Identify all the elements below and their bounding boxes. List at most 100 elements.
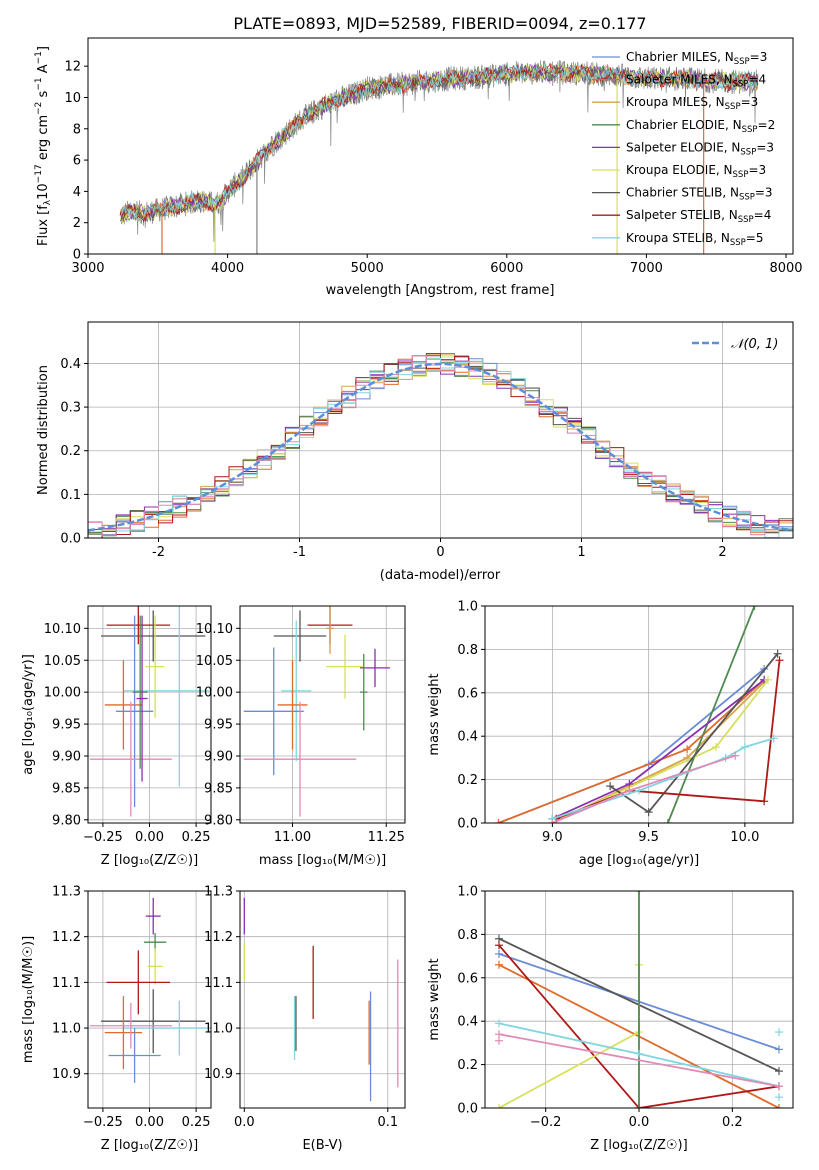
model-spectrum-kroupa_stelib <box>119 63 759 222</box>
age_vs_Z-panel: −0.25 0.00 0.25 9.80 9.85 9.90 9.95 10.00 10.05 1… <box>21 605 212 868</box>
y-tick-label: 0.2 <box>60 444 81 459</box>
model-spectrum-chabrier_stelib <box>120 64 759 222</box>
spectrum-lines <box>119 60 759 254</box>
age_vs_mass-marks <box>243 606 390 817</box>
x-tick-label: 10.0 <box>730 830 759 845</box>
y-tick-label: 0.2 <box>457 1058 478 1073</box>
legend-subscript: SSP <box>740 147 756 157</box>
y-tick-label: 0.4 <box>457 730 478 745</box>
legend-subscript: SSP <box>742 125 758 135</box>
residuals-legend: 𝒩(0, 1) <box>692 337 778 352</box>
legend-count: =3 <box>748 163 766 177</box>
y-tick-label: 0.3 <box>60 401 81 416</box>
age_vs_mass-frame <box>239 605 406 824</box>
legend-count: =3 <box>741 95 759 109</box>
y-tick-label: 12 <box>64 60 81 75</box>
x-tick-label: −0.25 <box>83 830 123 845</box>
histogram-pink <box>88 355 793 536</box>
weight-line-pink <box>498 1033 780 1088</box>
y-tick-label: 0.2 <box>457 773 478 788</box>
age_vs_mass-ticks: 11.00 11.25 9.80 9.85 9.90 9.95 10.00 10.05 10.1… <box>196 622 405 845</box>
x-tick-label: 11.00 <box>274 830 311 845</box>
y-tick-label: 9.90 <box>52 749 81 764</box>
legend-subscript: SSP <box>733 170 749 180</box>
y-tick-label: 0.6 <box>457 686 478 701</box>
x-tick-label: 4000 <box>211 261 244 276</box>
x-tick-label: 3000 <box>71 261 104 276</box>
y-tick-label: 10 <box>64 91 81 106</box>
y-tick-label: 10.05 <box>44 654 81 669</box>
legend-label-salpeter_stelib: Salpeter STELIB, NSSP=4 <box>626 208 771 225</box>
legend-subscript: SSP <box>734 57 750 67</box>
mass_vs_ebv-marks <box>243 897 399 1102</box>
x-tick-label: 0.00 <box>135 830 164 845</box>
y-tick-label: 4 <box>73 185 81 200</box>
mass_vs_ebv-panel: 0.0 0.1 10.9 11.0 11.1 11.2 11.3 E(B-V) <box>204 885 406 1153</box>
weight_vs_age-ylabel: mass weight <box>427 673 442 755</box>
normal-curve <box>87 362 794 532</box>
weight_vs_age-ticks: 9.0 9.5 10.0 0.0 0.2 0.4 0.6 0.8 1.0 <box>457 600 759 846</box>
weight_vs_age-panel: 9.0 9.5 10.0 0.0 0.2 0.4 0.6 0.8 1.0 age [log₁₀(a… <box>427 600 794 868</box>
x-tick-label: 0.2 <box>722 1115 743 1130</box>
mass_vs_ebv-ticks: 0.0 0.1 10.9 11.0 11.1 11.2 11.3 <box>204 885 398 1131</box>
y-tick-label: 11.2 <box>52 930 81 945</box>
y-tick-label: 9.95 <box>52 718 81 733</box>
x-tick-label: -1 <box>293 545 306 560</box>
weight_vs_Z-ylabel: mass weight <box>427 958 442 1040</box>
x-tick-label: 6000 <box>490 261 523 276</box>
y-tick-label: 11.3 <box>204 885 233 900</box>
legend-subscript: SSP <box>733 80 749 90</box>
y-tick-label: 0.4 <box>60 357 81 372</box>
x-tick-label: 9.5 <box>638 830 659 845</box>
small-panels: −0.25 0.00 0.259.809.859.909.9510.0010.051… <box>21 600 794 1153</box>
weight_vs_Z-panel: −0.2 0.0 0.2 0.0 0.2 0.4 0.6 0.8 1.0 Z [log₁₀(Z/Z… <box>427 885 794 1153</box>
legend-subscript: SSP <box>738 215 754 225</box>
residuals-histograms <box>87 353 794 539</box>
mass_vs_ebv-xlabel: E(B-V) <box>302 1138 342 1153</box>
y-tick-label: 10.00 <box>44 686 81 701</box>
legend-label-kroupa_elodie: Kroupa ELODIE, NSSP=3 <box>626 163 766 180</box>
age_vs_mass-panel: 11.00 11.25 9.80 9.85 9.90 9.95 10.00 10.05 10.1… <box>196 605 406 868</box>
normal-legend-label: 𝒩(0, 1) <box>731 337 778 352</box>
x-tick-label: 1 <box>577 545 585 560</box>
age_vs_mass-plot-area <box>240 606 405 823</box>
mass_vs_Z-ylabel: mass [log₁₀(M/M☉)] <box>21 936 36 1063</box>
age_vs_Z-gridlines <box>88 606 211 823</box>
x-tick-label: -2 <box>152 545 165 560</box>
y-tick-label: 0.8 <box>457 928 478 943</box>
x-tick-label: 8000 <box>769 261 802 276</box>
x-tick-label: −0.25 <box>83 1115 123 1130</box>
x-tick-label: 11.25 <box>368 830 405 845</box>
x-tick-label: −0.2 <box>530 1115 562 1130</box>
residuals-xlabel: (data-model)/error <box>380 568 501 583</box>
y-tick-label: 8 <box>73 122 81 137</box>
legend-label-chabrier_elodie: Chabrier ELODIE, NSSP=2 <box>626 118 775 135</box>
weight_vs_age-xlabel: age [log₁₀(age/yr)] <box>579 853 700 868</box>
mass_vs_Z-marks <box>89 897 211 1083</box>
x-tick-label: 2 <box>718 545 726 560</box>
age_vs_Z-ylabel: age [log₁₀(age/yr)] <box>21 654 36 775</box>
residuals-panel: -2 -1 0 1 2 0.0 0.1 0.2 0.3 0.4 (data-model)/erro… <box>36 321 794 583</box>
residuals-ticks: -2 -1 0 1 2 0.0 0.1 0.2 0.3 0.4 <box>60 357 726 560</box>
y-tick-label: 10.00 <box>196 686 233 701</box>
legend-count: =5 <box>746 231 764 245</box>
legend-label-chabrier_miles: Chabrier MILES, NSSP=3 <box>626 50 767 67</box>
y-tick-label: 0 <box>73 248 81 263</box>
x-tick-label: 0.1 <box>377 1115 398 1130</box>
y-tick-label: 0.4 <box>457 1015 478 1030</box>
weight-line-salpeter_stelib <box>498 944 780 1108</box>
y-tick-label: 0.1 <box>60 488 81 503</box>
y-tick-label: 1.0 <box>457 885 478 900</box>
y-tick-label: 10.10 <box>44 622 81 637</box>
y-tick-label: 10.9 <box>204 1067 233 1082</box>
legend-label-kroupa_stelib: Kroupa STELIB, NSSP=5 <box>626 231 764 248</box>
spectrum-ylabel: Flux [fλ10−17 erg cm−2 s−1 A−1] <box>34 46 53 246</box>
x-tick-label: 0.25 <box>182 1115 211 1130</box>
legend-label-chabrier_stelib: Chabrier STELIB, NSSP=3 <box>626 186 773 203</box>
legend-count: =3 <box>756 140 774 154</box>
y-tick-label: 11.0 <box>52 1022 81 1037</box>
legend-subscript: SSP <box>739 193 755 203</box>
y-tick-label: 10.9 <box>52 1067 81 1082</box>
weight_vs_Z-marks <box>495 891 783 1108</box>
